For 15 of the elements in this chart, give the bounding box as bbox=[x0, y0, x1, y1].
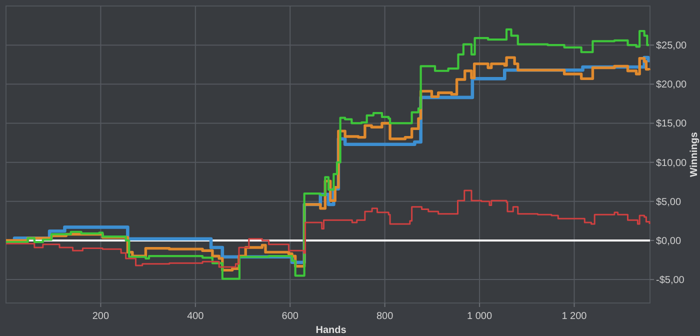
x-tick-label: 600 bbox=[282, 311, 299, 322]
y-tick-label: $25,00 bbox=[656, 40, 688, 52]
x-tick-label: 1 000 bbox=[467, 311, 492, 322]
y-tick-label: $20,00 bbox=[656, 80, 688, 91]
y-tick-label: $5,00 bbox=[656, 196, 682, 208]
x-axis-title: Hands bbox=[316, 325, 347, 336]
x-tick-label: 400 bbox=[187, 311, 204, 322]
x-tick-label: 1 200 bbox=[562, 311, 588, 322]
y-tick-label: $0,00 bbox=[656, 236, 682, 247]
y-tick-label: $15,00 bbox=[656, 118, 688, 130]
x-tick-label: 200 bbox=[92, 311, 110, 322]
y-tick-label: -$5,00 bbox=[656, 275, 685, 286]
x-tick-label: 800 bbox=[376, 311, 394, 322]
y-tick-label: $10,00 bbox=[656, 158, 688, 169]
y-axis-title: Winnings bbox=[689, 132, 700, 177]
